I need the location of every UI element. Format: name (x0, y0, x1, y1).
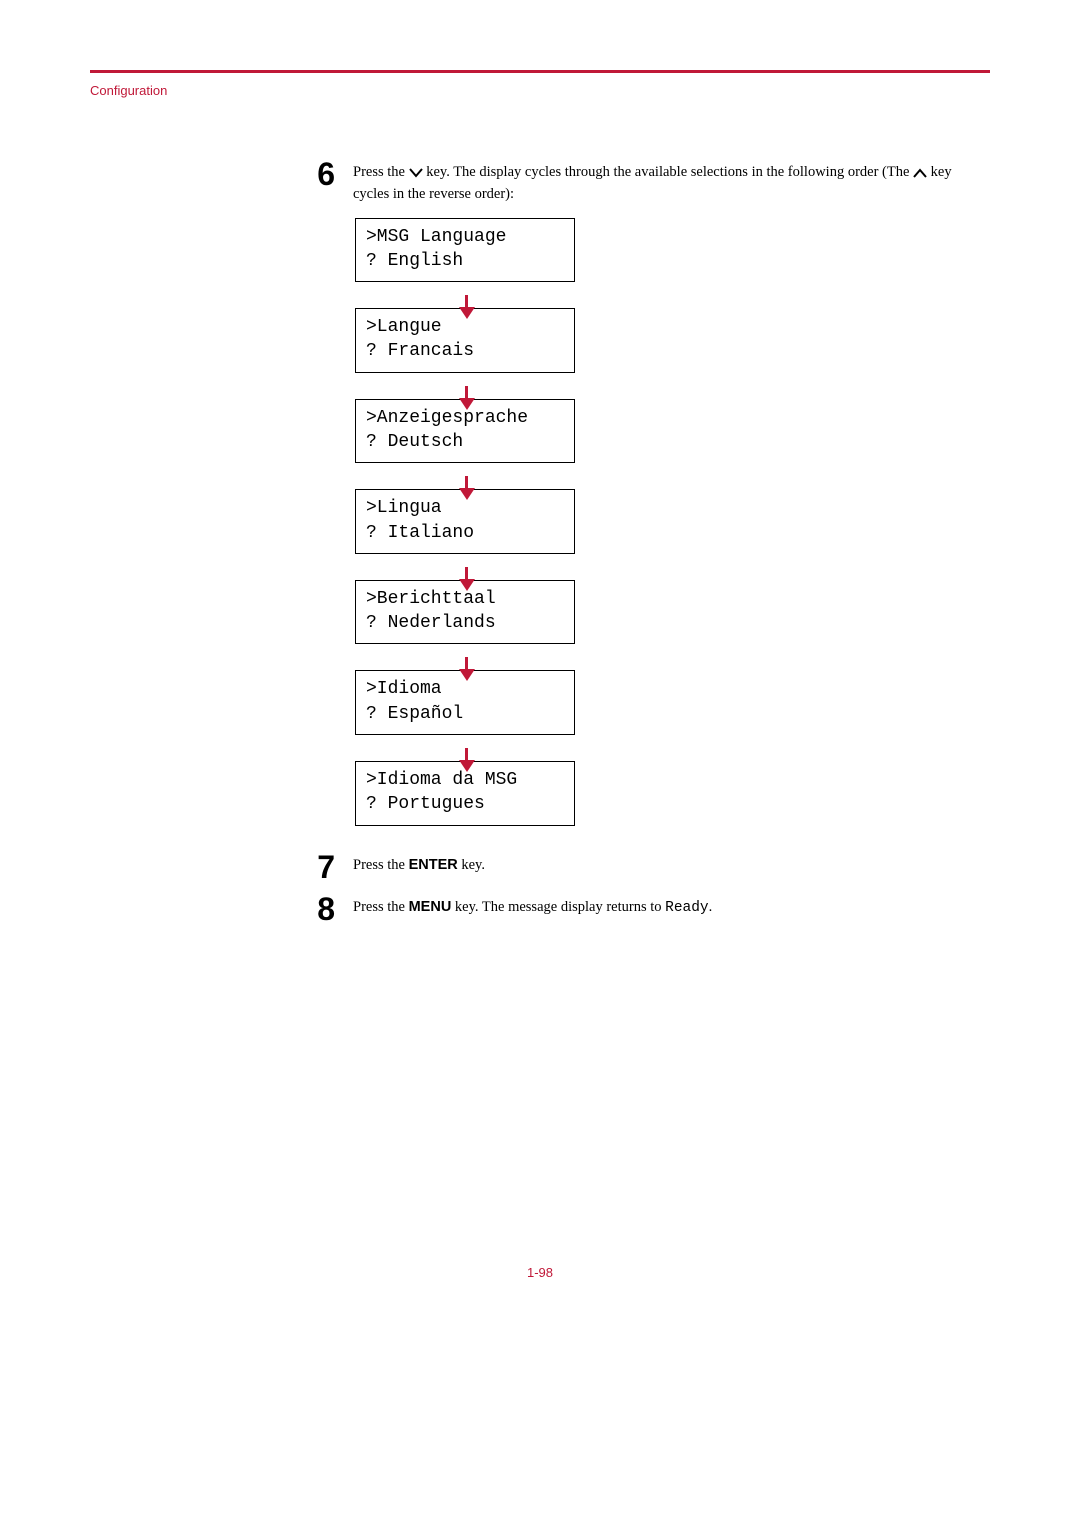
step-text: Press the MENU key. The message display … (353, 893, 712, 920)
display-line: ? Deutsch (366, 430, 564, 454)
display-line: >MSG Language (366, 225, 564, 249)
mono-text: Ready (665, 900, 709, 916)
text-fragment: . (709, 899, 713, 915)
text-fragment: key. The display cycles through the avai… (423, 164, 913, 180)
section-header: Configuration (90, 83, 990, 98)
display-line: ? Español (366, 702, 564, 726)
display-line: ? Italiano (366, 521, 564, 545)
arrow-down-icon (355, 735, 575, 761)
step-text: Press the key. The display cycles throug… (353, 158, 990, 206)
text-fragment: Press the (353, 899, 409, 915)
display-line: ? Nederlands (366, 611, 564, 635)
lcd-display: >MSG Language ? English (355, 218, 575, 283)
arrow-down-icon (355, 554, 575, 580)
step-number: 8 (290, 893, 335, 925)
up-chevron-icon (913, 168, 927, 178)
step-6: 6 Press the key. The display cycles thro… (90, 158, 990, 206)
display-line: ? Francais (366, 339, 564, 363)
display-sequence: >MSG Language ? English >Langue ? Franca… (355, 218, 990, 826)
step-7: 7 Press the ENTER key. (90, 851, 990, 883)
keycap-label: ENTER (409, 857, 458, 873)
page-number: 1-98 (90, 1265, 990, 1280)
step-number: 6 (290, 158, 335, 190)
step-number: 7 (290, 851, 335, 883)
display-line: ? English (366, 249, 564, 273)
down-chevron-icon (409, 168, 423, 178)
text-fragment: key. (458, 857, 485, 873)
display-line: ? Portugues (366, 792, 564, 816)
keycap-label: MENU (409, 899, 452, 915)
header-rule (90, 70, 990, 73)
step-text: Press the ENTER key. (353, 851, 485, 877)
arrow-down-icon (355, 282, 575, 308)
document-page: Configuration 6 Press the key. The displ… (0, 0, 1080, 1330)
step-8: 8 Press the MENU key. The message displa… (90, 893, 990, 925)
text-fragment: key. The message display returns to (451, 899, 665, 915)
text-fragment: Press the (353, 164, 409, 180)
text-fragment: Press the (353, 857, 409, 873)
arrow-down-icon (355, 463, 575, 489)
arrow-down-icon (355, 644, 575, 670)
arrow-down-icon (355, 373, 575, 399)
